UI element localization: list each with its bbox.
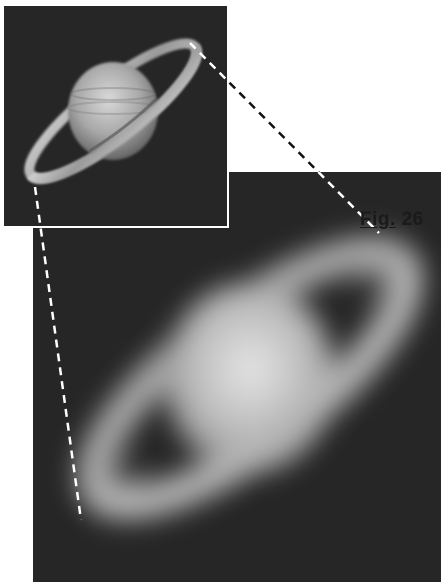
enlarged-view-panel bbox=[33, 172, 441, 582]
figure-label: Fig. 26 bbox=[360, 209, 424, 231]
connector-line-left bbox=[33, 186, 83, 521]
figure-label-prefix: Fig. bbox=[360, 209, 396, 230]
figure-label-number: 26 bbox=[401, 209, 424, 230]
